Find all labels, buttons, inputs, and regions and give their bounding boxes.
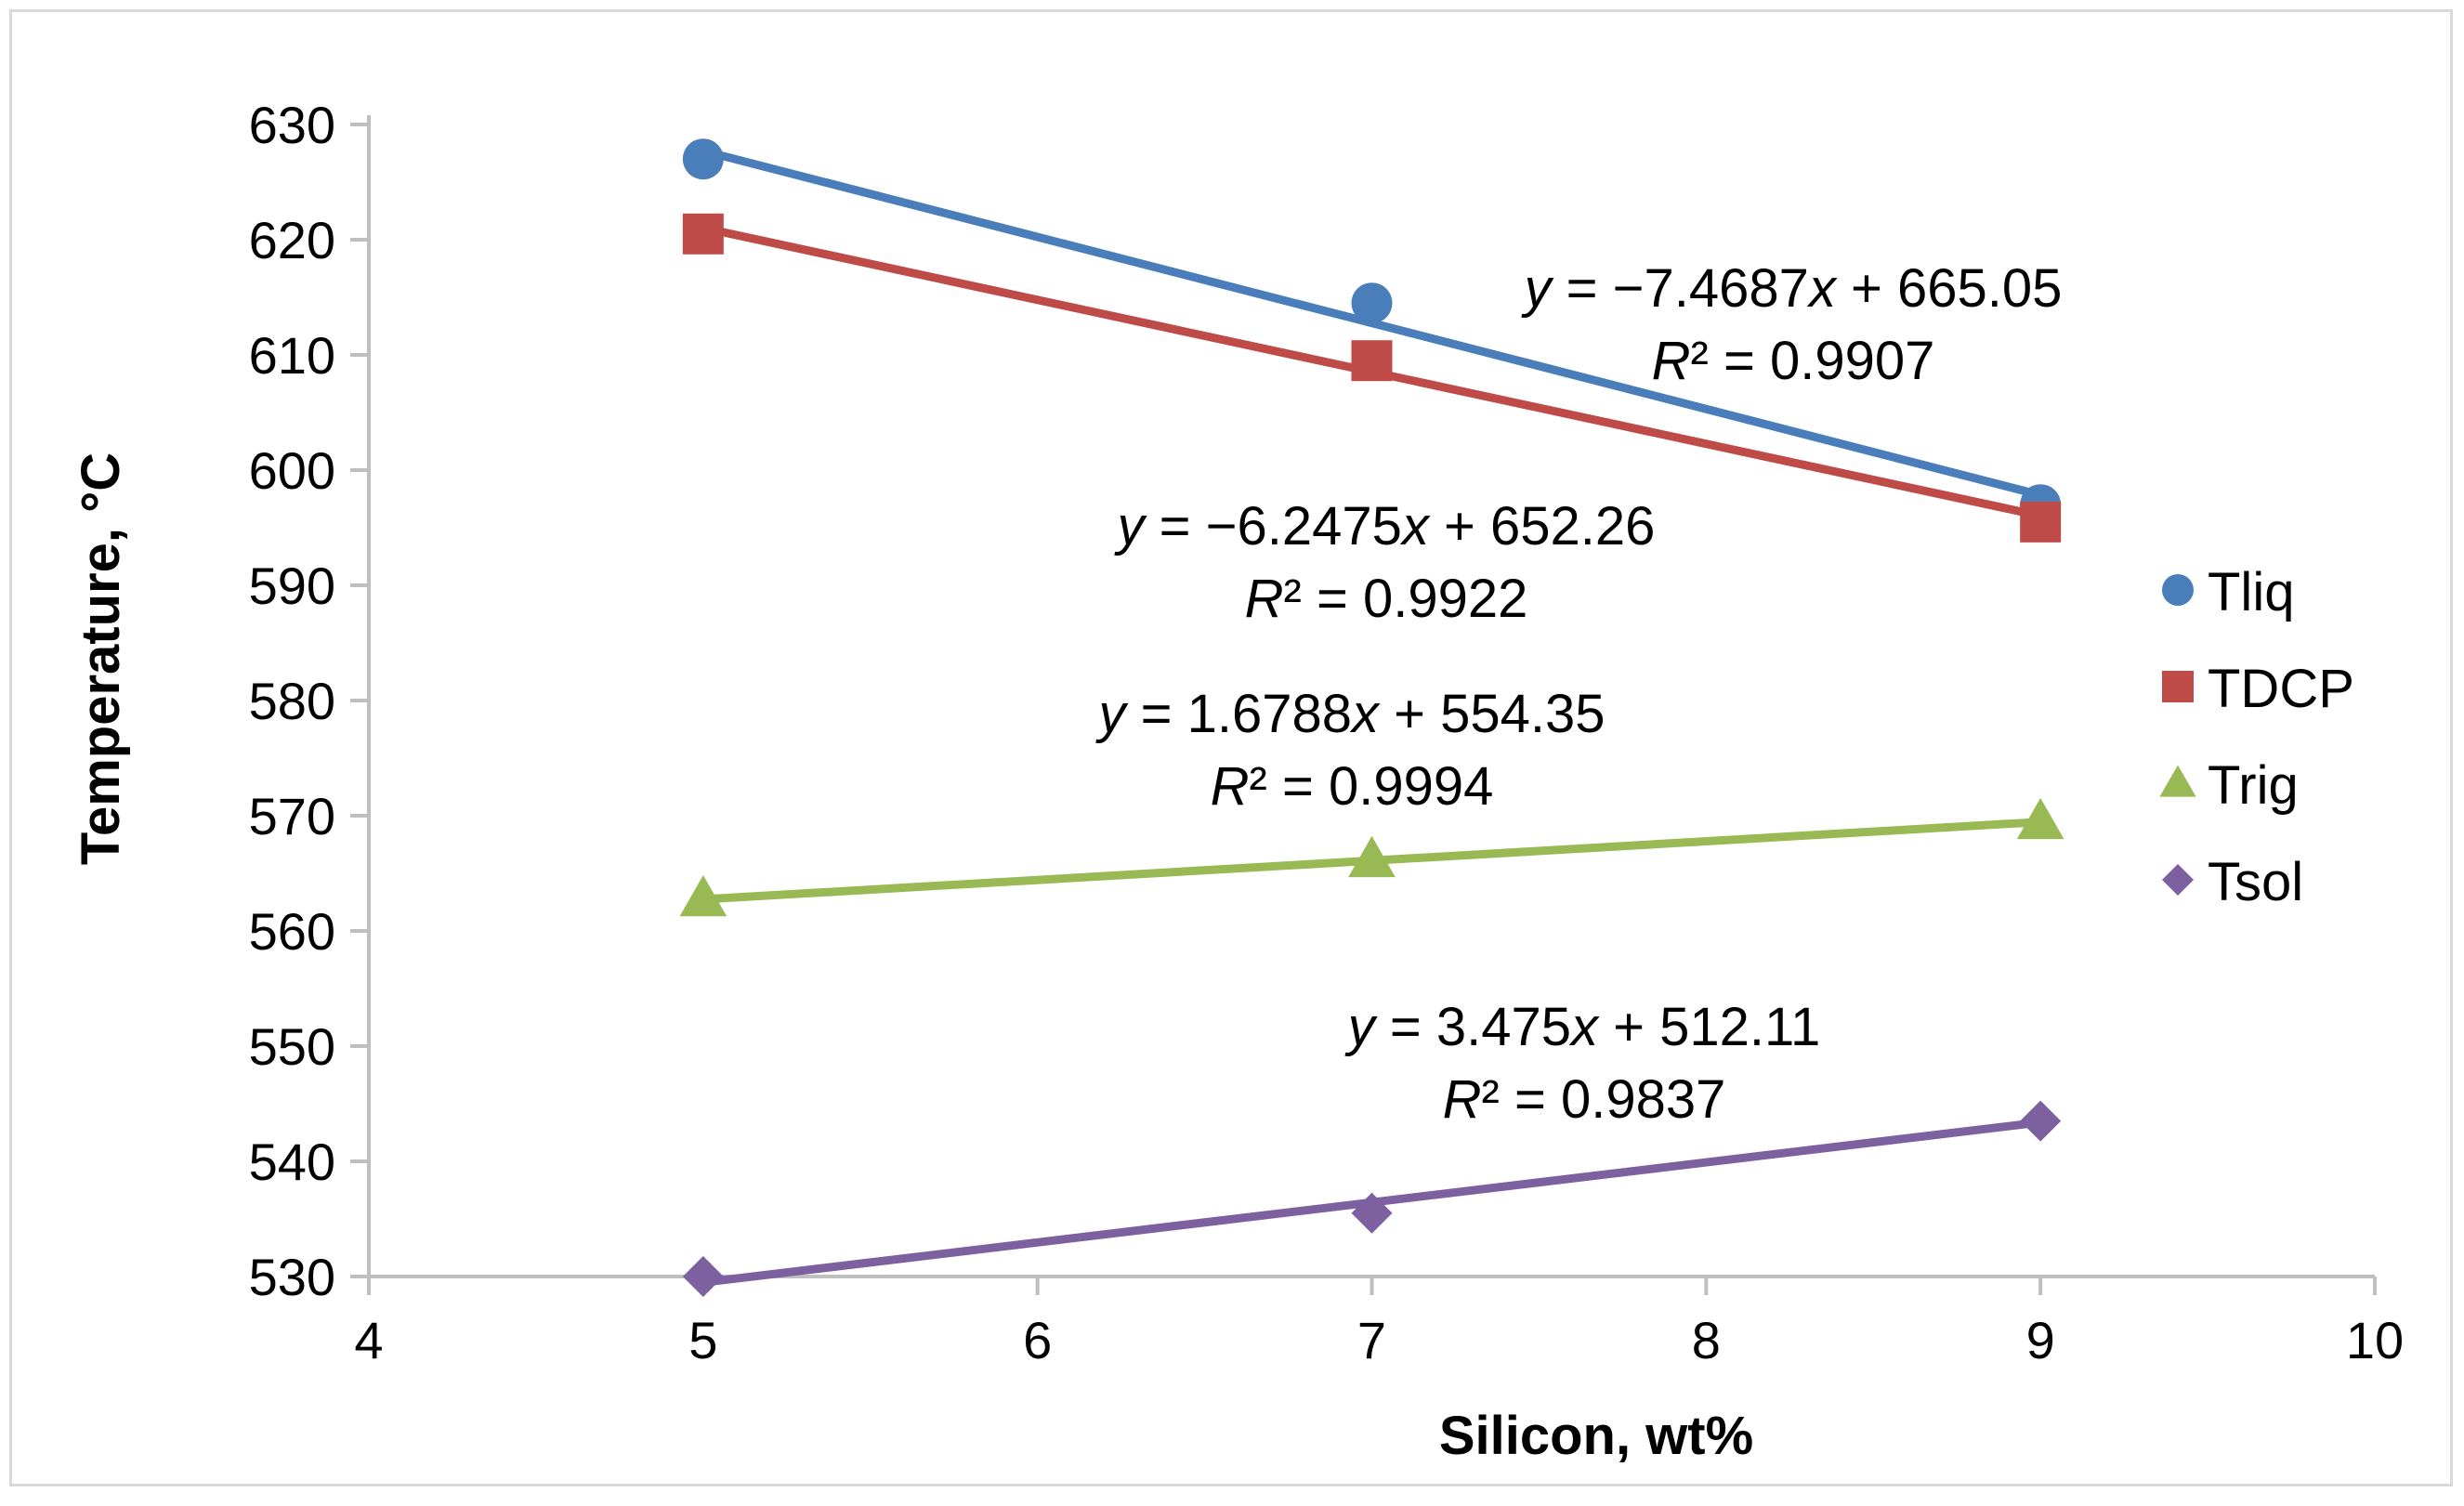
trendline-equation-tdcp: y = −6.2475x + 652.26: [1114, 496, 1656, 557]
data-point-tsol: [2020, 1100, 2062, 1142]
x-tick-label: 7: [1357, 1311, 1386, 1369]
y-axis-title: Temperature, °C: [71, 452, 131, 865]
data-point-tsol: [1351, 1192, 1393, 1234]
legend-marker-tliq: [2162, 574, 2194, 606]
y-tick-label: 620: [249, 211, 335, 269]
data-point-tdcp: [1351, 340, 1393, 382]
x-axis-title: Silicon, wt%: [1439, 1406, 1753, 1466]
trendline-r2-tliq: R² = 0.9907: [1652, 331, 1935, 391]
legend-label-tsol: Tsol: [2208, 852, 2303, 912]
y-tick-label: 540: [249, 1133, 335, 1191]
data-point-tdcp: [682, 213, 724, 255]
y-tick-label: 550: [249, 1017, 335, 1076]
trendline-equation-tsol: y = 3.475x + 512.11: [1344, 997, 1820, 1057]
data-markers: [679, 138, 2064, 1297]
chart-frame: [9, 9, 2453, 1486]
x-tick-label: 10: [2346, 1311, 2404, 1369]
trendline-r2-trig: R² = 0.9994: [1211, 756, 1494, 817]
y-tick-label: 530: [249, 1248, 335, 1306]
legend-marker-trig: [2159, 765, 2196, 797]
y-tick-label: 580: [249, 672, 335, 730]
y-tick-label: 570: [249, 787, 335, 845]
data-point-tdcp: [2020, 501, 2062, 543]
data-point-tliq: [682, 138, 724, 180]
x-tick-label: 5: [688, 1311, 717, 1369]
legend-label-trig: Trig: [2208, 755, 2299, 816]
y-tick-label: 590: [249, 557, 335, 615]
x-tick-label: 9: [2026, 1311, 2055, 1369]
trendline-equations: y = −7.4687x + 665.05 R² = 0.9907 y = −6.2…: [1095, 258, 2063, 1130]
legend: Tliq TDCP Trig Tsol: [2159, 562, 2354, 912]
trendline-equation-trig: y = 1.6788x + 554.35: [1095, 684, 1606, 744]
legend-marker-tdcp: [2162, 671, 2194, 702]
data-point-trig: [679, 874, 727, 917]
x-tick-label: 4: [354, 1311, 383, 1369]
data-point-tsol: [682, 1256, 724, 1297]
data-point-trig: [2016, 797, 2064, 840]
x-tick-label: 6: [1023, 1311, 1052, 1369]
y-tick-label: 630: [249, 96, 335, 154]
legend-marker-tsol: [2162, 864, 2194, 896]
x-tick-label: 8: [1692, 1311, 1721, 1369]
y-tick-label: 610: [249, 326, 335, 385]
trendline-equation-tliq: y = −7.4687x + 665.05: [1521, 258, 2063, 319]
data-point-tliq: [1351, 282, 1393, 324]
trendline-r2-tsol: R² = 0.9837: [1443, 1069, 1726, 1130]
legend-label-tdcp: TDCP: [2208, 659, 2354, 719]
y-tick-label: 600: [249, 441, 335, 500]
legend-label-tliq: Tliq: [2208, 562, 2294, 622]
data-point-trig: [1348, 835, 1396, 878]
trendline-r2-tdcp: R² = 0.9922: [1245, 569, 1528, 629]
y-tick-label: 560: [249, 902, 335, 961]
